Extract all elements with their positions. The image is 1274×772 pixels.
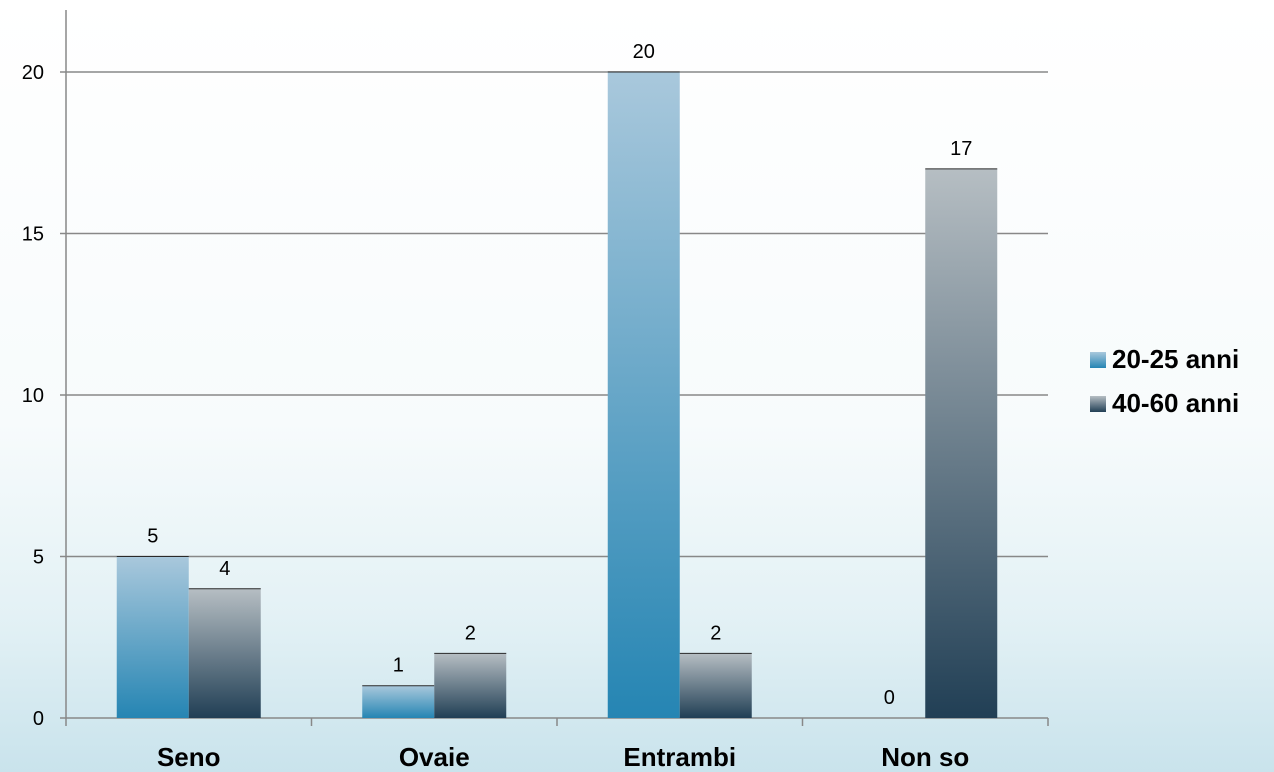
y-tick-label: 20 xyxy=(22,62,44,84)
data-label: 0 xyxy=(884,687,895,709)
x-category-label: Ovaie xyxy=(399,742,470,772)
data-label: 4 xyxy=(219,558,230,580)
x-category-label: Non so xyxy=(881,742,969,772)
x-category-label: Seno xyxy=(157,742,221,772)
legend-label: 40-60 anni xyxy=(1112,388,1239,418)
y-tick-label: 15 xyxy=(22,224,44,246)
y-tick-label: 5 xyxy=(33,547,44,569)
legend-swatch xyxy=(1090,396,1106,412)
y-tick-label: 0 xyxy=(33,708,44,730)
bar-series2 xyxy=(434,653,507,718)
gridlines xyxy=(66,71,1048,558)
y-tick-label: 10 xyxy=(22,385,44,407)
bar-series1 xyxy=(362,685,435,718)
data-label: 20 xyxy=(633,41,655,63)
legend-label: 20-25 anni xyxy=(1112,344,1239,374)
bar-series1 xyxy=(116,556,189,718)
bar-series2 xyxy=(679,653,752,718)
data-label: 2 xyxy=(710,622,721,644)
data-label: 2 xyxy=(465,622,476,644)
legend-swatch xyxy=(1090,352,1106,368)
x-category-label: Entrambi xyxy=(623,742,736,772)
data-label: 17 xyxy=(950,138,972,160)
bar-series2 xyxy=(925,168,998,718)
bar-series1 xyxy=(607,72,680,718)
data-label: 5 xyxy=(147,526,158,548)
bars xyxy=(116,71,998,718)
legend: 20-25 anni 40-60 anni xyxy=(1090,344,1239,418)
bar-series2 xyxy=(188,588,261,718)
data-label: 1 xyxy=(393,655,404,677)
